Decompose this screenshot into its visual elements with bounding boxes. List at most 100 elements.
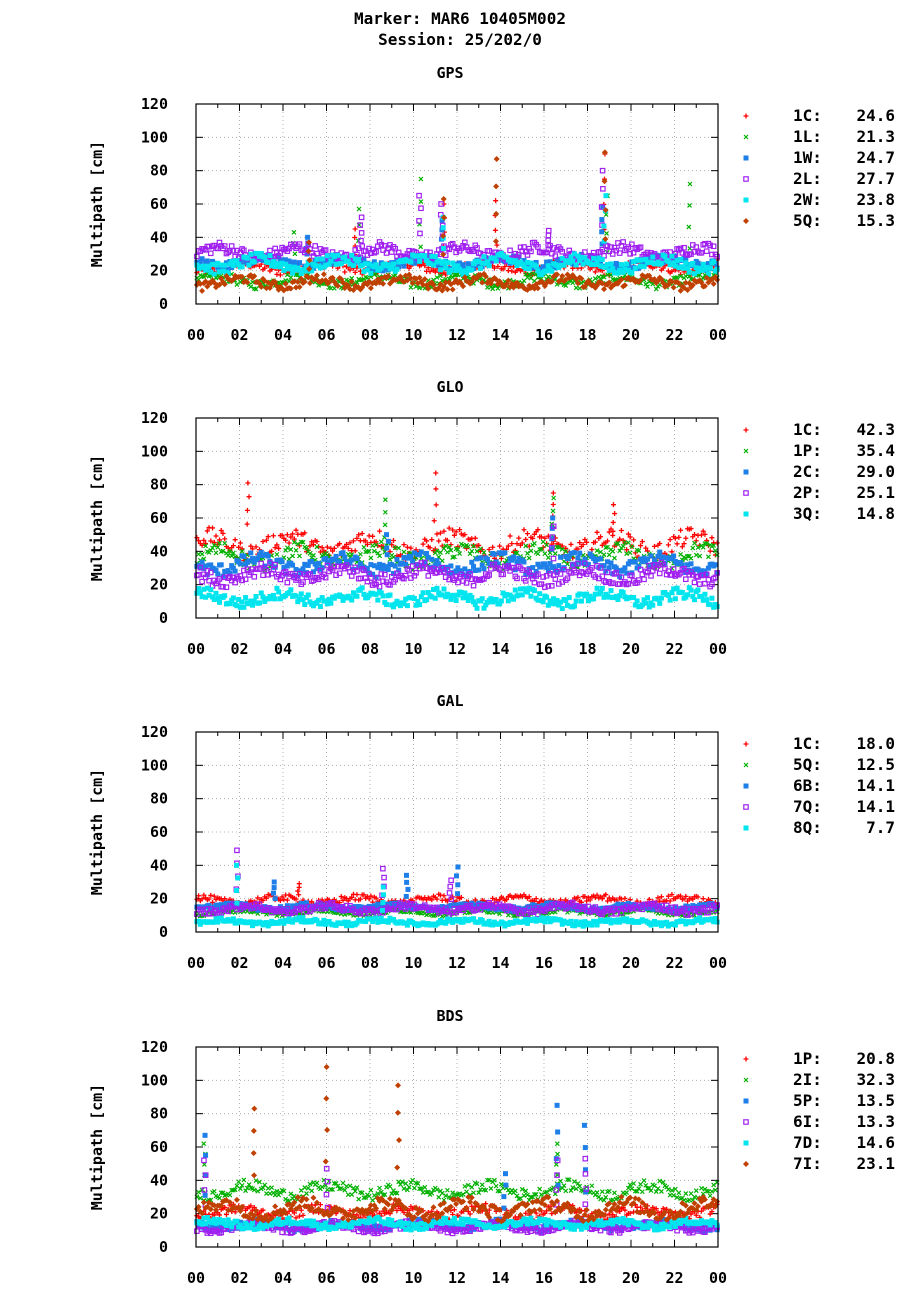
y-tick-label: 20 bbox=[150, 890, 168, 908]
data-point bbox=[434, 586, 439, 591]
data-point bbox=[408, 259, 413, 264]
legend-marker bbox=[743, 218, 749, 224]
data-point bbox=[650, 603, 655, 608]
spike-point bbox=[357, 207, 361, 211]
legend-label: 1P: bbox=[793, 441, 822, 460]
data-point bbox=[219, 562, 224, 567]
data-point bbox=[285, 580, 289, 584]
spike-point bbox=[385, 552, 390, 557]
legend-value: 23.8 bbox=[856, 190, 895, 209]
data-point bbox=[668, 537, 673, 542]
data-point bbox=[342, 270, 347, 275]
y-tick-label: 0 bbox=[159, 609, 168, 627]
legend-label: 1C: bbox=[793, 106, 822, 125]
data-point bbox=[478, 266, 483, 271]
data-point bbox=[368, 271, 373, 276]
data-point bbox=[708, 549, 713, 554]
data-point bbox=[229, 244, 233, 248]
data-point bbox=[351, 263, 356, 268]
spike-point bbox=[293, 252, 297, 256]
data-point bbox=[248, 252, 253, 257]
data-point bbox=[209, 251, 213, 255]
data-point bbox=[289, 275, 293, 279]
data-point bbox=[450, 286, 456, 292]
data-point bbox=[328, 601, 333, 606]
spike-point bbox=[386, 539, 391, 544]
spike-point bbox=[454, 873, 459, 878]
data-point bbox=[628, 551, 632, 555]
x-tick-label: 02 bbox=[230, 640, 248, 658]
series-2W bbox=[194, 193, 719, 277]
legend-item-5Q: 5Q:15.3 bbox=[743, 211, 895, 230]
data-point bbox=[683, 536, 688, 541]
y-tick-label: 0 bbox=[159, 295, 168, 313]
x-tick-label: 18 bbox=[578, 326, 596, 344]
data-point bbox=[354, 556, 359, 561]
x-tick-label: 10 bbox=[404, 326, 422, 344]
data-point bbox=[600, 586, 605, 591]
data-point bbox=[481, 254, 486, 259]
spike-point bbox=[419, 177, 423, 181]
data-point bbox=[516, 536, 521, 541]
x-tick-label: 14 bbox=[491, 954, 509, 972]
data-point bbox=[704, 597, 709, 602]
data-point bbox=[362, 545, 366, 549]
data-point bbox=[429, 557, 434, 562]
data-point bbox=[261, 573, 265, 577]
x-tick-label: 16 bbox=[535, 640, 553, 658]
legend-label: 2W: bbox=[793, 190, 822, 209]
data-point bbox=[499, 599, 504, 604]
data-point bbox=[320, 256, 325, 261]
data-point bbox=[429, 537, 434, 542]
panel-title: GLO bbox=[436, 378, 463, 396]
data-point bbox=[525, 551, 529, 555]
data-point bbox=[642, 577, 646, 581]
data-point bbox=[394, 557, 399, 562]
y-tick-label: 40 bbox=[150, 228, 168, 246]
data-point bbox=[537, 591, 542, 596]
spike-point bbox=[383, 523, 387, 527]
data-point bbox=[658, 571, 662, 575]
data-point bbox=[408, 555, 413, 560]
legend-marker bbox=[744, 135, 748, 139]
data-point bbox=[715, 604, 720, 609]
data-point bbox=[445, 550, 449, 554]
x-tick-label: 14 bbox=[491, 640, 509, 658]
spike-point bbox=[551, 491, 556, 496]
data-point bbox=[532, 588, 537, 593]
spike-point bbox=[383, 498, 387, 502]
spike-point bbox=[611, 520, 616, 525]
data-point bbox=[257, 600, 262, 605]
legend-marker bbox=[744, 114, 749, 119]
data-point bbox=[675, 541, 680, 546]
spike-point bbox=[687, 225, 691, 229]
x-tick-label: 22 bbox=[665, 640, 683, 658]
data-point bbox=[558, 555, 563, 560]
data-point bbox=[298, 554, 302, 558]
data-point bbox=[391, 538, 396, 543]
legend-item-2L: 2L:27.7 bbox=[744, 169, 895, 188]
data-point bbox=[687, 270, 692, 275]
data-point bbox=[231, 595, 236, 600]
y-tick-label: 40 bbox=[150, 856, 168, 874]
x-tick-label: 20 bbox=[622, 326, 640, 344]
data-point bbox=[421, 590, 426, 595]
spike-point bbox=[603, 193, 608, 198]
x-tick-label: 06 bbox=[317, 954, 335, 972]
data-point bbox=[342, 555, 347, 560]
data-point bbox=[657, 550, 662, 555]
data-point bbox=[680, 590, 685, 595]
data-point bbox=[676, 535, 681, 540]
y-tick-label: 80 bbox=[150, 790, 168, 808]
spike-point bbox=[247, 494, 252, 499]
x-tick-label: 22 bbox=[665, 954, 683, 972]
legend-marker bbox=[744, 491, 748, 495]
spike-point bbox=[455, 882, 460, 887]
x-tick-label: 12 bbox=[448, 326, 466, 344]
data-point bbox=[434, 531, 439, 536]
y-tick-label: 80 bbox=[150, 476, 168, 494]
x-tick-label: 00 bbox=[709, 954, 727, 972]
data-point bbox=[553, 552, 557, 556]
